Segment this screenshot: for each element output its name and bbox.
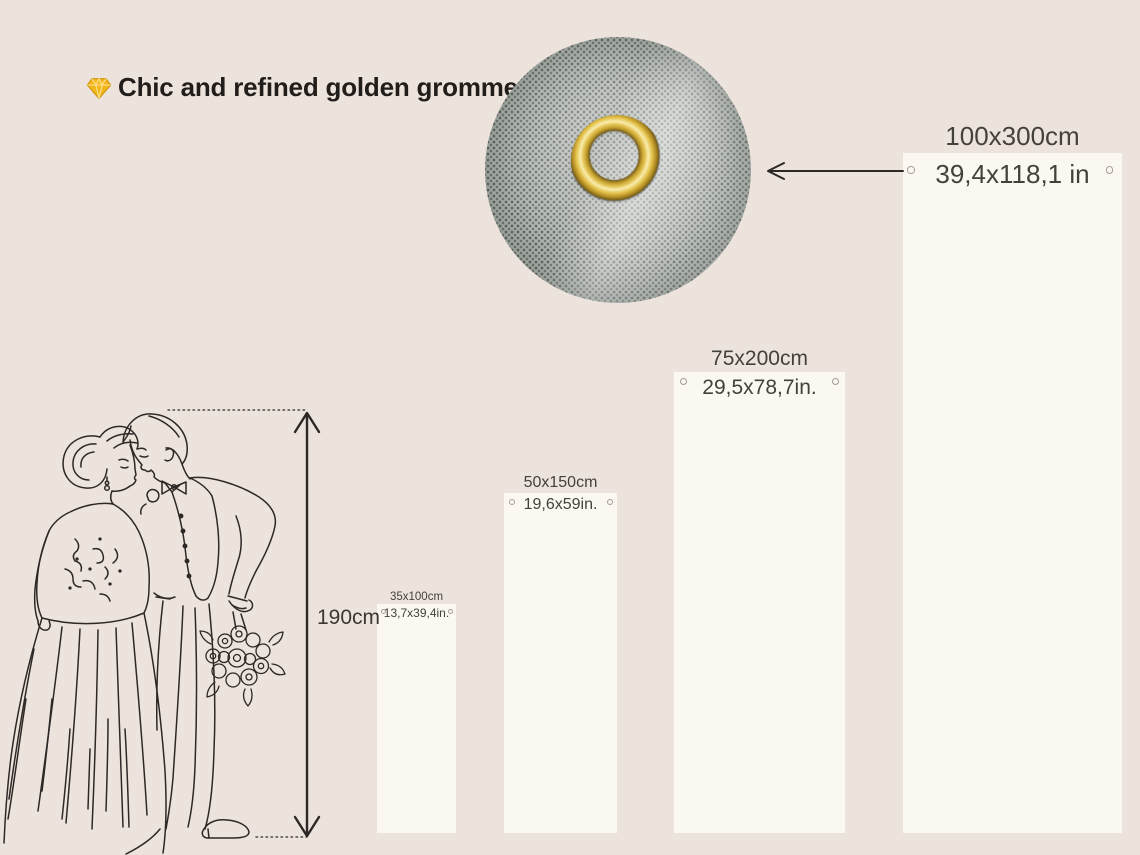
grommet-hole-icon xyxy=(607,499,613,505)
size-label-inches: 13,7x39,4in. xyxy=(383,606,450,620)
height-label: 190cm xyxy=(317,606,381,629)
size-label-inches: 29,5x78,7in. xyxy=(702,376,817,399)
grommet-closeup-photo xyxy=(485,37,751,303)
size-label-cm: 100x300cm xyxy=(945,121,1080,151)
header: Chic and refined golden grommets xyxy=(85,72,541,103)
wedding-couple-illustration xyxy=(3,413,286,855)
grommet-hole-icon xyxy=(907,166,915,174)
size-panel-50x150: 50x150cm 19,6x59in. xyxy=(504,474,617,833)
size-label-cm: 50x150cm xyxy=(523,474,598,491)
callout-arrow-head-icon xyxy=(767,162,785,180)
header-title: Chic and refined golden grommets xyxy=(118,72,541,102)
grommet-hole-icon xyxy=(509,499,515,505)
size-label-cm: 75x200cm xyxy=(711,347,808,370)
grommet-hole-icon xyxy=(448,609,453,614)
size-label-cm: 35x100cm xyxy=(389,591,444,603)
gem-icon xyxy=(86,76,112,99)
size-label-inches: 19,6x59in. xyxy=(523,496,598,513)
height-arrow-head-top-icon xyxy=(293,411,321,434)
size-panel-75x200: 75x200cm 29,5x78,7in. xyxy=(674,347,845,833)
height-arrow-head-bottom-icon xyxy=(293,815,321,838)
size-label-inches: 39,4x118,1 in xyxy=(935,159,1090,189)
size-panel-35x100: 35x100cm 13,7x39,4in. xyxy=(377,591,456,833)
size-panel-100x300: 100x300cm 39,4x118,1 in xyxy=(903,121,1122,833)
grommet-hole-icon xyxy=(381,609,386,614)
golden-grommet-ring xyxy=(571,115,663,207)
grommet-hole-icon xyxy=(1105,166,1113,174)
grommet-hole-icon xyxy=(680,378,687,385)
grommet-hole-icon xyxy=(832,378,839,385)
